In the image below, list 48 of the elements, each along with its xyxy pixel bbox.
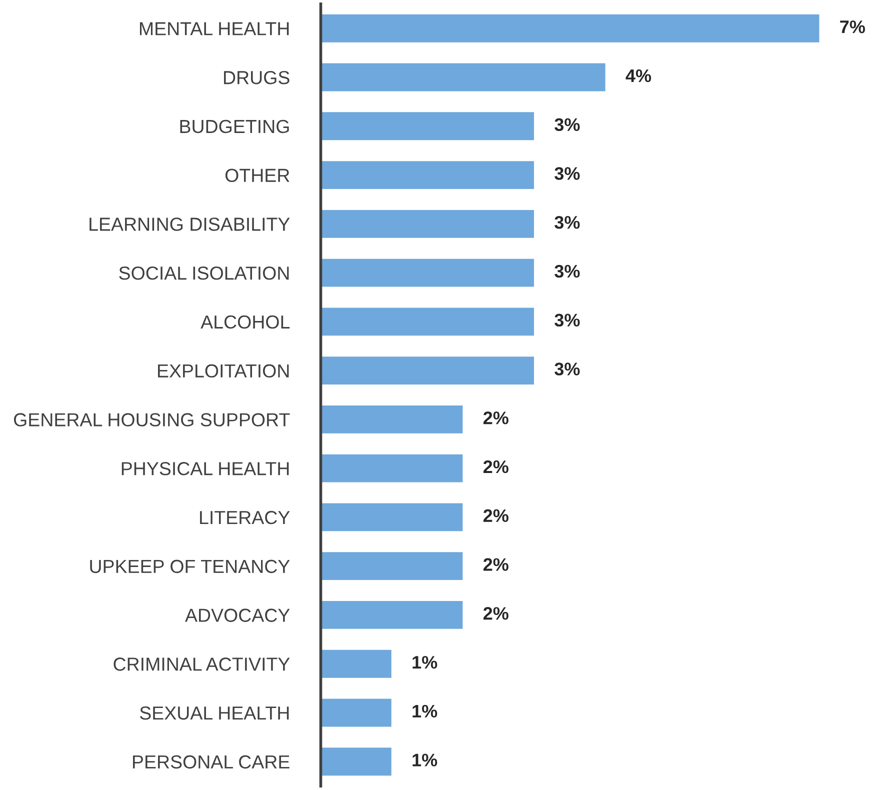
y-tick-label: LITERACY [200, 510, 290, 524]
bar [320, 550, 464, 582]
data-label: 4% [626, 69, 652, 82]
y-tick-label: PHYSICAL HEALTH [122, 462, 289, 476]
data-label: 7% [840, 20, 865, 34]
bar [320, 208, 536, 240]
bar [320, 746, 393, 777]
bar [320, 452, 464, 484]
data-label: 1% [412, 754, 438, 766]
y-tick-label: LEARNING DISABILITY [90, 218, 290, 231]
data-label: 2% [483, 509, 508, 522]
y-tick-label: SEXUAL HEALTH [140, 706, 289, 720]
y-tick-label: CRIMINAL ACTIVITY [114, 658, 290, 671]
bar [320, 306, 536, 338]
data-label: 2% [483, 558, 508, 571]
y-tick-label: MENTAL HEALTH [140, 22, 289, 36]
data-label: 3% [554, 362, 580, 376]
data-label: 2% [483, 607, 508, 620]
y-tick-label: PERSONAL CARE [133, 755, 290, 769]
data-label: 1% [412, 656, 438, 669]
bar [320, 355, 536, 386]
y-tick-label: GENERAL HOUSING SUPPORT [14, 413, 290, 426]
bar [320, 404, 464, 435]
data-label: 1% [412, 704, 438, 718]
data-label: 2% [483, 412, 508, 424]
bar [320, 600, 464, 630]
y-tick-label: SOCIAL ISOLATION [119, 266, 289, 280]
data-label: 3% [554, 167, 580, 180]
bar [320, 257, 536, 288]
y-tick-label: EXPLOITATION [158, 364, 289, 378]
bar [320, 648, 393, 680]
bar [320, 502, 464, 533]
data-label: 2% [483, 460, 508, 474]
data-label: 3% [554, 216, 580, 229]
data-label: 3% [554, 118, 580, 132]
y-tick-label: BUDGETING [180, 120, 289, 134]
y-tick-label: OTHER [225, 168, 290, 182]
bar [320, 697, 393, 728]
y-tick-label: UPKEEP OF TENANCY [90, 560, 290, 574]
bar [320, 160, 536, 190]
data-label: 3% [554, 314, 580, 327]
bar [320, 62, 607, 93]
bar [320, 13, 821, 44]
y-tick-label: ADVOCACY [185, 608, 290, 622]
y-tick-label: ALCOHOL [200, 315, 290, 329]
data-label: 3% [554, 264, 580, 278]
y-tick-label: DRUGS [224, 70, 290, 84]
bar [320, 110, 536, 142]
